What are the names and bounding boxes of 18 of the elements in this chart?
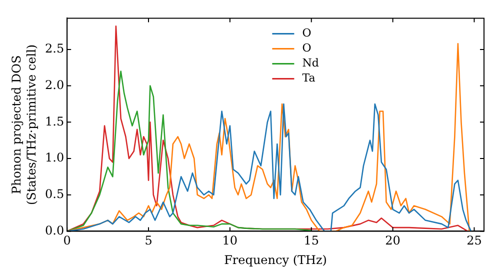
x-tick-label: 20	[385, 234, 400, 248]
legend-label: Nd	[302, 56, 319, 70]
y-tick-label: 2.5	[44, 42, 64, 56]
x-tick-label: 0	[63, 234, 71, 248]
x-tick-label: 10	[222, 234, 238, 248]
legend-label: Ta	[302, 72, 316, 85]
x-tick-label: 5	[144, 234, 152, 248]
y-axis-title: Phonon projected DOS (States/THz·primitive cell)	[10, 44, 39, 206]
x-axis-title: Frequency (THz)	[224, 252, 327, 267]
y-tick-label: 0.5	[44, 186, 64, 201]
y-tick-label: 1.0	[44, 150, 64, 165]
x-tick-label: 25	[466, 234, 482, 248]
y-tick-label: 2.0	[44, 78, 64, 92]
legend-label: O	[302, 42, 312, 55]
x-tick-label: 15	[304, 234, 320, 248]
y-tick-label: 0.0	[44, 223, 64, 238]
legend-label: O	[302, 26, 312, 40]
y-tick-label: 1.5	[44, 114, 64, 128]
